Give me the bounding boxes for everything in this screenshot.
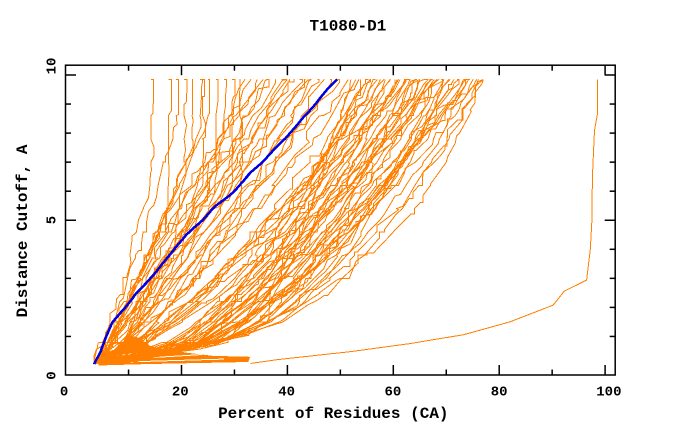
svg-text:40: 40 xyxy=(278,384,295,400)
svg-text:20: 20 xyxy=(172,384,189,400)
svg-text:60: 60 xyxy=(384,384,401,400)
svg-text:Percent of Residues (CA): Percent of Residues (CA) xyxy=(218,405,448,423)
svg-text:0: 0 xyxy=(44,371,60,379)
svg-text:T1080-D1: T1080-D1 xyxy=(309,18,386,36)
svg-text:10: 10 xyxy=(44,58,60,75)
svg-text:100: 100 xyxy=(596,384,621,400)
svg-text:Distance Cutoff, A: Distance Cutoff, A xyxy=(14,144,32,317)
svg-text:80: 80 xyxy=(491,384,508,400)
svg-text:5: 5 xyxy=(44,216,60,224)
svg-text:0: 0 xyxy=(60,384,68,400)
